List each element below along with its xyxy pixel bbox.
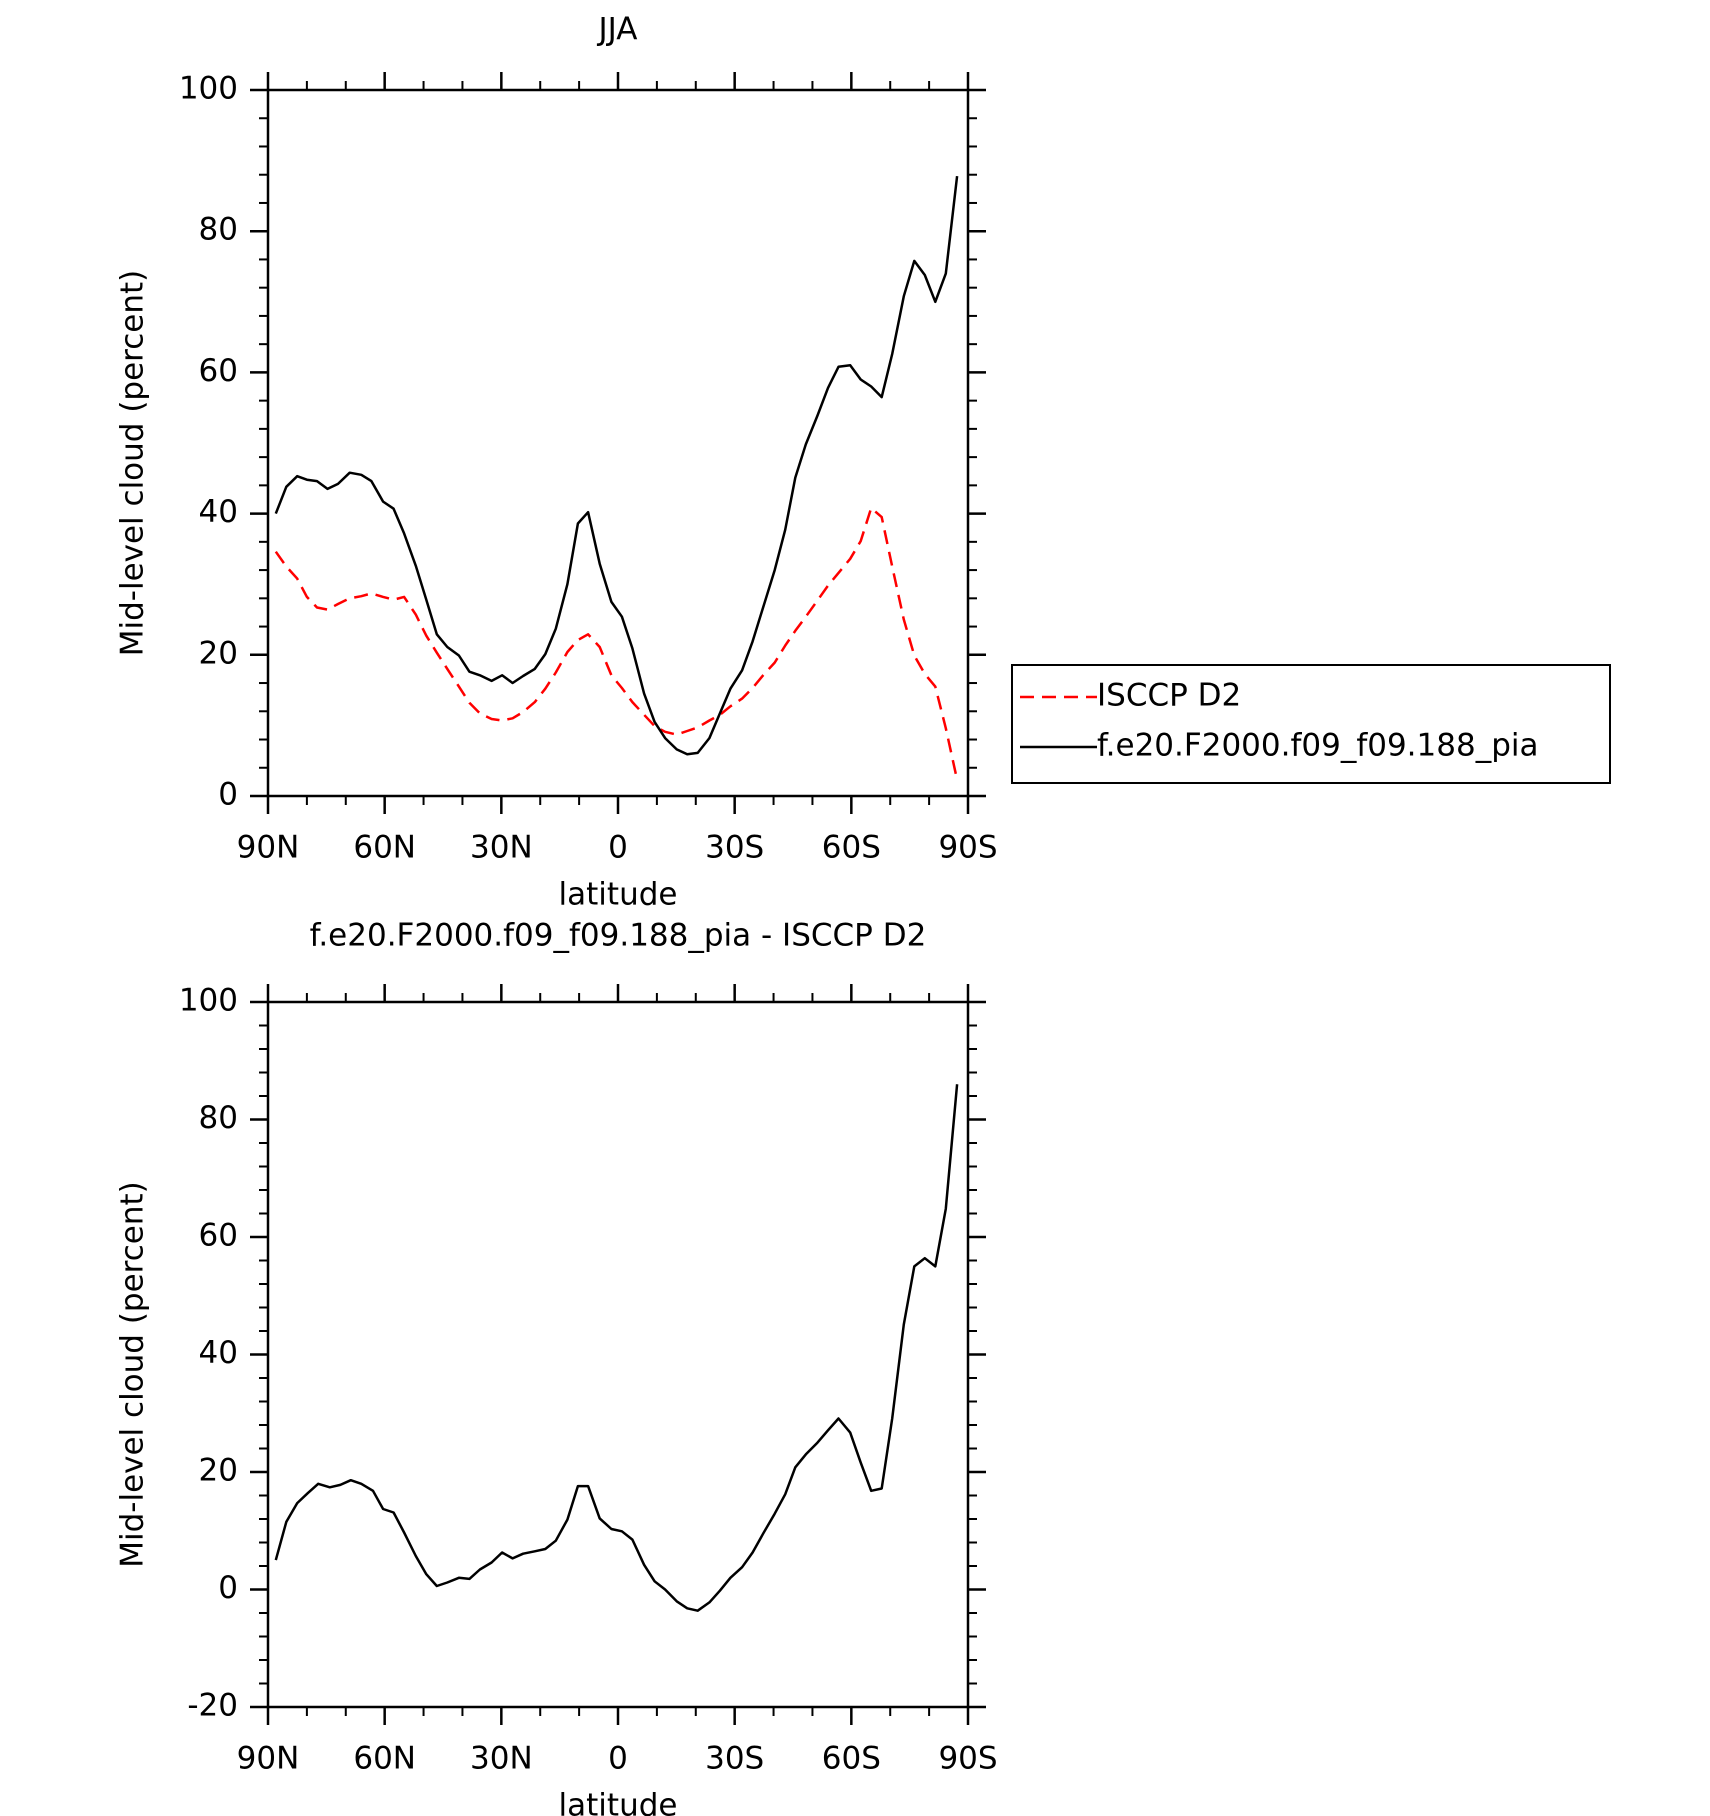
x-tick-label: 30N <box>470 830 533 866</box>
y-tick-label: 60 <box>199 353 238 389</box>
x-tick-label: 60N <box>353 830 416 866</box>
x-tick-label: 90N <box>237 1741 300 1777</box>
series-line <box>274 506 959 781</box>
legend-box <box>1011 664 1611 784</box>
y-tick-label: 0 <box>218 1570 238 1606</box>
y-tick-label: 100 <box>179 71 238 107</box>
series-line <box>274 175 959 756</box>
y-tick-label: 40 <box>199 1335 238 1371</box>
chart-title: JJA <box>597 12 638 48</box>
x-tick-label: 60S <box>822 830 881 866</box>
y-tick-label: 0 <box>218 777 238 813</box>
x-tick-label: 90S <box>938 830 997 866</box>
series-line <box>274 1084 959 1612</box>
x-tick-label: 90N <box>237 830 300 866</box>
x-tick-label: 0 <box>608 1741 628 1777</box>
legend-label: f.e20.F2000.f09_f09.188_pia <box>1097 728 1539 764</box>
x-axis-label: latitude <box>559 877 678 913</box>
y-tick-label: 20 <box>199 1453 238 1489</box>
y-axis-label: Mid-level cloud (percent) <box>115 1181 151 1568</box>
y-tick-label: 20 <box>199 635 238 671</box>
x-tick-label: 0 <box>608 830 628 866</box>
x-tick-label: 60S <box>822 1741 881 1777</box>
chart-title: f.e20.F2000.f09_f09.188_pia - ISCCP D2 <box>310 918 927 954</box>
y-tick-label: -20 <box>187 1688 238 1724</box>
y-tick-label: 80 <box>199 212 238 248</box>
plot-frame <box>266 88 970 798</box>
y-tick-label: 80 <box>199 1100 238 1136</box>
y-tick-label: 100 <box>179 983 238 1019</box>
x-tick-label: 30S <box>705 1741 764 1777</box>
x-tick-label: 60N <box>353 1741 416 1777</box>
plot-frame <box>266 1000 970 1709</box>
y-axis-label: Mid-level cloud (percent) <box>115 270 151 657</box>
y-tick-label: 60 <box>199 1218 238 1254</box>
x-tick-label: 90S <box>938 1741 997 1777</box>
x-tick-label: 30N <box>470 1741 533 1777</box>
x-tick-label: 30S <box>705 830 764 866</box>
legend-label: ISCCP D2 <box>1097 678 1241 714</box>
x-axis-label: latitude <box>559 1788 678 1816</box>
y-tick-label: 40 <box>199 494 238 530</box>
